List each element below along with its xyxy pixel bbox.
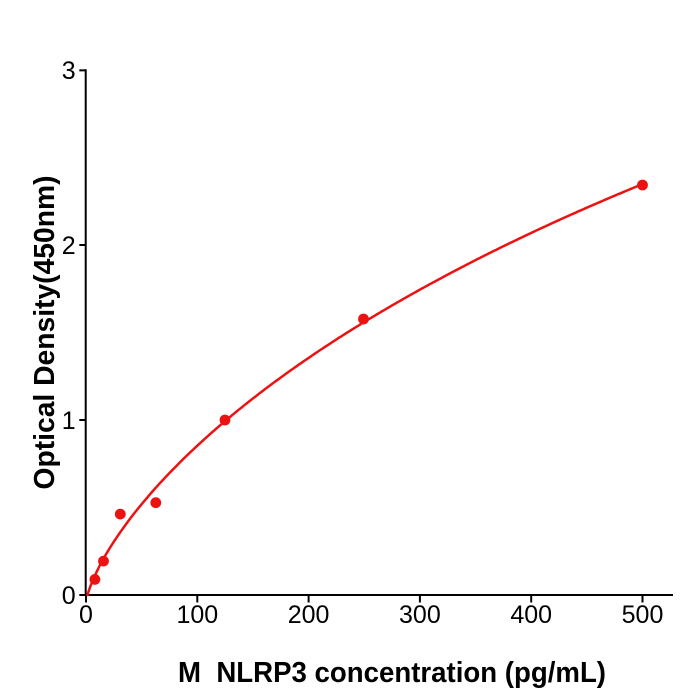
svg-text:300: 300 xyxy=(399,601,441,629)
svg-text:2: 2 xyxy=(62,232,76,260)
svg-text:100: 100 xyxy=(176,601,218,629)
svg-text:0: 0 xyxy=(62,582,76,610)
svg-text:M NLRP3 concentration (pg/mL): M NLRP3 concentration (pg/mL) xyxy=(178,657,606,689)
svg-text:0: 0 xyxy=(79,601,93,629)
svg-text:Optical Density(450nm): Optical Density(450nm) xyxy=(29,176,61,490)
svg-text:400: 400 xyxy=(510,601,552,629)
svg-text:200: 200 xyxy=(288,601,330,629)
svg-text:3: 3 xyxy=(62,57,76,85)
svg-text:1: 1 xyxy=(62,407,76,435)
svg-text:500: 500 xyxy=(622,601,664,629)
